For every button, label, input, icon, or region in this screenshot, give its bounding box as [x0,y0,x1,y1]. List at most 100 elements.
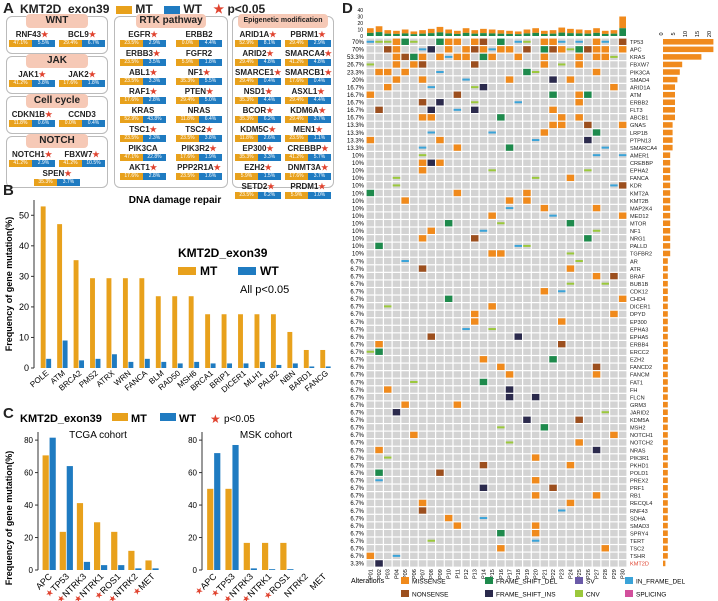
top-count-bar [497,30,505,34]
gene-percent-bar: 17.6% 3.7% [285,173,331,180]
mutation-mark [418,159,427,166]
grid-cell [384,499,392,507]
grid-cell [601,363,609,371]
gene-percent: 6.7% [350,471,364,477]
grid-cell [610,363,618,371]
mutation-mark [418,154,427,157]
mutation-mark [505,197,514,204]
bar-mt [42,455,49,570]
gene-percent: 6.7% [350,335,364,341]
top-count-bar [532,32,539,36]
pathway-title: Epigenetic modification [238,14,328,28]
grid-cell [392,68,401,76]
grid-cell [427,409,435,416]
wt-percent: 2.8% [143,97,166,104]
gene-count-bar [663,500,668,506]
star-icon: ★ [321,144,329,153]
grid-cell [375,159,383,166]
gene-name: LRP1B [630,131,648,137]
mutation-mark [618,154,627,157]
grid-cell [618,378,627,386]
gene-count-bar [663,326,668,332]
grid-cell [531,341,540,348]
grid-cell [505,552,514,560]
grid-cell [375,235,383,242]
grid-cell [514,129,522,136]
grid-cell [540,454,549,461]
bar-mt [303,349,309,368]
gene-name: PREX2 [630,479,648,485]
grid-cell [549,167,557,174]
grid-cell [575,348,583,355]
gene-name: KDM5A [630,418,650,424]
grid-cell [375,46,383,53]
grid-cell [584,38,592,45]
grid-cell [462,257,470,265]
mutation-mark [514,333,522,340]
grid-cell [444,235,453,242]
grid-cell [392,257,401,265]
grid-cell [540,416,549,423]
mutation-mark [410,53,418,61]
mutation-mark [566,265,575,272]
grid-cell [366,318,375,325]
wt-percent: 3.7% [308,173,331,180]
grid-cell [453,204,462,212]
grid-cell [384,356,392,363]
grid-cell [514,560,522,567]
legend-swatch [401,590,409,597]
grid-cell [505,288,514,295]
grid-cell [584,68,592,76]
grid-cell [401,560,409,567]
grid-cell [392,530,401,537]
sample-label: P21 [542,569,548,579]
gene-label: CDKN1B★ [11,110,53,119]
legend-wt-label: WT [183,2,203,16]
grid-cell [514,545,522,552]
gene-label: MEN1★ [293,125,323,134]
mutation-mark [497,222,505,225]
grid-cell [523,552,531,560]
grid-cell [410,310,418,318]
grid-cell [488,295,496,302]
grid-cell [549,371,557,378]
grid-cell [575,522,583,529]
gene-percent: 6.7% [350,365,364,371]
star-icon: ★ [213,2,225,16]
grid-cell [584,484,592,491]
grid-cell [384,325,392,333]
grid-cell [584,461,592,469]
grid-cell [549,514,557,522]
mutation-mark [384,46,392,53]
category-label: MET [308,571,329,592]
mutation-mark [366,91,375,98]
mt-percent: 47.1% [9,40,32,47]
mt-percent: 29.4% [285,116,308,123]
grid-cell [427,167,435,174]
grid-cell [618,136,627,144]
star-icon: ★ [38,70,46,79]
grid-cell [540,197,549,204]
grid-cell [471,227,479,234]
grid-cell [453,136,462,144]
mt-percent: 17.6% [59,80,82,87]
grid-cell [610,220,618,227]
grid-cell [427,416,435,423]
grid-cell [592,393,601,401]
top-count-bar [601,30,609,34]
grid-cell [523,76,531,83]
gene-count-bar [663,545,668,552]
grid-cell [418,469,427,476]
grid-cell [610,318,618,325]
grid-cell [566,416,575,423]
grid-cell [453,197,462,204]
grid-cell [566,356,575,363]
gene-name: NOTCH1 [630,433,653,439]
grid-cell [540,522,549,529]
grid-cell [610,68,618,76]
grid-cell [453,121,462,129]
grid-cell [444,461,453,469]
grid-cell [575,499,583,507]
grid-cell [436,182,444,189]
grid-cell [610,560,618,567]
